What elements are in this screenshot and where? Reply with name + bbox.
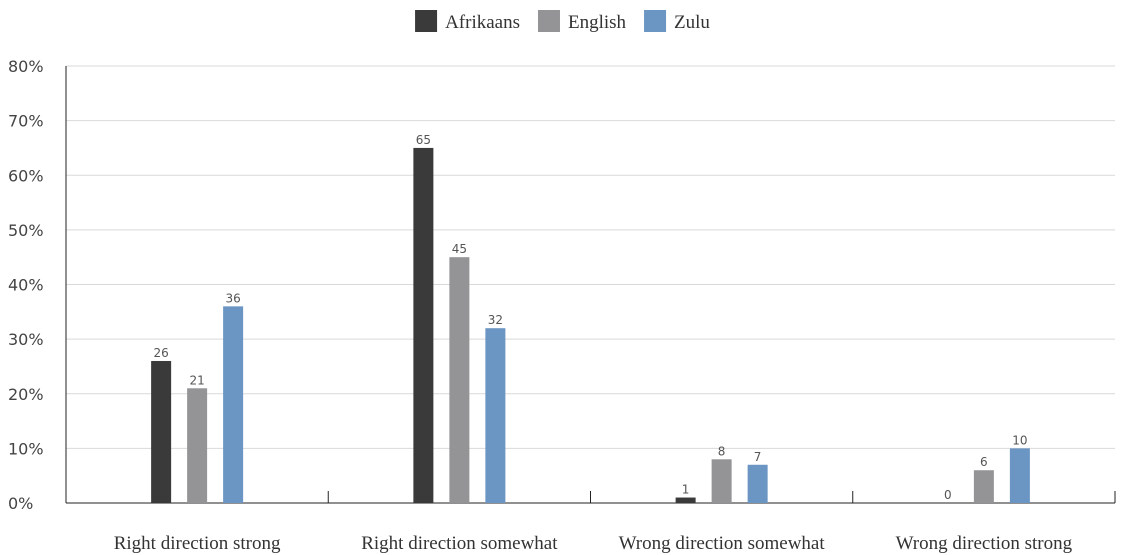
bar xyxy=(413,147,434,503)
data-label: 0 xyxy=(944,488,952,502)
y-tick-label: 30% xyxy=(8,330,44,349)
legend-label: English xyxy=(568,12,627,33)
bar xyxy=(711,459,732,503)
data-label: 8 xyxy=(718,444,726,458)
x-tick-label: Wrong direction somewhat xyxy=(619,533,826,554)
y-tick-label: 60% xyxy=(8,166,44,185)
bar xyxy=(151,360,172,503)
bar xyxy=(675,497,696,503)
x-tick-label: Right direction strong xyxy=(114,533,281,554)
bar xyxy=(449,257,470,503)
x-tick-label: Right direction somewhat xyxy=(361,533,558,554)
y-tick-label: 50% xyxy=(8,221,44,240)
data-label: 10 xyxy=(1012,433,1027,447)
bar xyxy=(1009,448,1030,503)
x-axis: Right direction strong Right direction so… xyxy=(66,491,1116,554)
y-tick-label: 80% xyxy=(8,57,44,76)
bar xyxy=(485,328,506,503)
data-label: 7 xyxy=(754,450,762,464)
bar xyxy=(747,464,768,503)
x-tick-label: Wrong direction strong xyxy=(896,533,1073,554)
legend-label: Afrikaans xyxy=(445,12,520,33)
legend-swatch xyxy=(415,10,438,32)
y-tick-label: 0% xyxy=(8,494,33,513)
legend-label: Zulu xyxy=(674,12,710,33)
legend-swatch xyxy=(537,10,560,32)
data-label: 45 xyxy=(452,242,467,256)
bar xyxy=(187,388,208,503)
data-label: 6 xyxy=(980,455,988,469)
data-label: 21 xyxy=(189,373,204,387)
y-tick-label: 70% xyxy=(8,112,44,131)
y-tick-label: 40% xyxy=(8,276,44,295)
bar xyxy=(973,470,994,503)
data-label: 36 xyxy=(225,291,240,305)
data-label: 1 xyxy=(682,483,690,497)
data-label: 32 xyxy=(488,313,503,327)
y-tick-label: 10% xyxy=(8,439,44,458)
legend: Afrikaans English Zulu xyxy=(415,10,710,33)
bars xyxy=(151,147,1030,503)
legend-swatch xyxy=(644,10,667,32)
y-tick-label: 20% xyxy=(8,385,44,404)
y-axis: 0% 10% 20% 30% 40% 50% 60% 70% 80% xyxy=(8,57,67,513)
bar xyxy=(223,306,244,503)
data-label: 26 xyxy=(153,346,168,360)
data-label: 65 xyxy=(416,133,431,147)
data-labels: 26 21 36 65 45 32 1 8 7 0 6 10 xyxy=(153,133,1027,502)
